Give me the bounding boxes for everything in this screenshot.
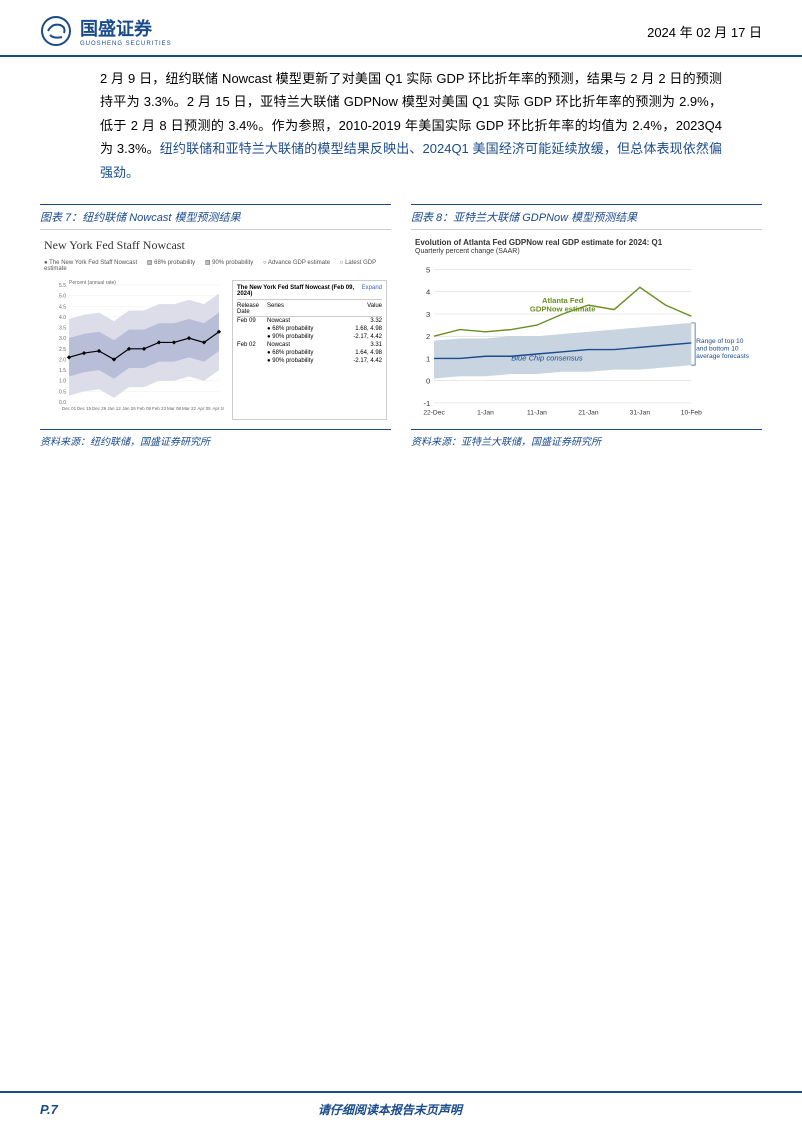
svg-text:Mar 22: Mar 22 <box>182 406 197 411</box>
chart8-heading: Evolution of Atlanta Fed GDPNow real GDP… <box>415 238 758 247</box>
charts-row: 图表 7：纽约联储 Nowcast 模型预测结果 New York Fed St… <box>0 204 802 451</box>
chart7-area: New York Fed Staff Nowcast ● The New Yor… <box>40 229 391 429</box>
svg-text:3.5: 3.5 <box>59 325 66 331</box>
svg-text:0.5: 0.5 <box>59 389 66 395</box>
svg-text:11-Jan: 11-Jan <box>527 409 547 416</box>
svg-text:5.0: 5.0 <box>59 294 66 300</box>
svg-text:1-Jan: 1-Jan <box>477 409 494 416</box>
expand-link[interactable]: Expand <box>362 285 382 291</box>
svg-text:Dec 01: Dec 01 <box>62 406 77 411</box>
svg-text:-1: -1 <box>423 399 430 408</box>
svg-text:2.0: 2.0 <box>59 357 66 363</box>
chart8-source: 资料来源：亚特兰大联储，国盛证券研究所 <box>411 429 762 451</box>
chart8-sub: Quarterly percent change (SAAR) <box>415 248 758 255</box>
svg-text:5: 5 <box>426 265 430 274</box>
svg-text:Jan 12: Jan 12 <box>107 406 121 411</box>
body-paragraph: 2 月 9 日，纽约联储 Nowcast 模型更新了对美国 Q1 实际 GDP … <box>0 57 802 204</box>
table-row: ● 68% probability1.64, 4.98 <box>237 349 382 357</box>
chart8-area: Evolution of Atlanta Fed GDPNow real GDP… <box>411 229 762 429</box>
svg-text:Apr 19: Apr 19 <box>212 406 224 411</box>
svg-text:Range of top 10and bottom 10av: Range of top 10and bottom 10average fore… <box>696 338 750 360</box>
svg-text:Apr 05: Apr 05 <box>197 406 211 411</box>
svg-text:4.0: 4.0 <box>59 315 66 321</box>
svg-text:4.5: 4.5 <box>59 304 66 310</box>
table-row: ● 68% probability1.68, 4.98 <box>237 325 382 333</box>
svg-text:Dec 15: Dec 15 <box>77 406 92 411</box>
table-row: Feb 09Nowcast3.32 <box>237 317 382 325</box>
svg-text:Jan 26: Jan 26 <box>122 406 136 411</box>
svg-text:5.5: 5.5 <box>59 283 66 289</box>
svg-text:3.0: 3.0 <box>59 336 66 342</box>
company-logo-icon <box>40 15 72 47</box>
chart8-plot: -1 0 1 2 3 4 5 22-Dec 1-Jan 11-Jan 21-Jan 31-Jan 10-… <box>415 261 758 421</box>
svg-text:3: 3 <box>426 310 430 319</box>
svg-text:2: 2 <box>426 332 430 341</box>
svg-text:Mar 08: Mar 08 <box>167 406 182 411</box>
page-header: 国盛证券 GUOSHENG SECURITIES 2024 年 02 月 17 … <box>0 0 802 57</box>
svg-text:Feb 23: Feb 23 <box>152 406 167 411</box>
chart8-title: 图表 8：亚特兰大联储 GDPNow 模型预测结果 <box>411 204 762 229</box>
page-footer: P.7 请仔细阅读本报告末页声明 <box>0 1091 802 1133</box>
svg-text:1.0: 1.0 <box>59 379 66 385</box>
chart7-legend: ● The New York Fed Staff Nowcast ▨ 68% p… <box>44 259 387 272</box>
chart7-source: 资料来源：纽约联储，国盛证券研究所 <box>40 429 391 451</box>
svg-text:2.5: 2.5 <box>59 347 66 353</box>
chart8-column: 图表 8：亚特兰大联储 GDPNow 模型预测结果 Evolution of A… <box>411 204 762 451</box>
table-row: ● 90% probability-2.17, 4.42 <box>237 357 382 365</box>
chart7-plot: 0.00.51.01.52.02.53.03.54.04.55.05.5Dec … <box>44 280 224 420</box>
chart7-heading: New York Fed Staff Nowcast <box>44 238 387 253</box>
svg-text:10-Feb: 10-Feb <box>681 409 702 416</box>
chart7-table-title: The New York Fed Staff Nowcast (Feb 09, … <box>237 285 382 300</box>
svg-text:1.5: 1.5 <box>59 368 66 374</box>
chart7-column: 图表 7：纽约联储 Nowcast 模型预测结果 New York Fed St… <box>40 204 391 451</box>
svg-text:31-Jan: 31-Jan <box>630 409 651 416</box>
company-sub: GUOSHENG SECURITIES <box>80 41 172 47</box>
chart7-title: 图表 7：纽约联储 Nowcast 模型预测结果 <box>40 204 391 229</box>
table-row: Feb 02Nowcast3.31 <box>237 341 382 349</box>
body-highlight-text: 纽约联储和亚特兰大联储的模型结果反映出、2024Q1 美国经济可能延续放缓，但总… <box>100 141 722 179</box>
table-header: Release Date Series Value <box>237 302 382 317</box>
svg-text:Feb 09: Feb 09 <box>137 406 152 411</box>
svg-text:Percent (annual rate): Percent (annual rate) <box>69 280 116 286</box>
report-date: 2024 年 02 月 17 日 <box>647 22 762 41</box>
chart7-table: Expand The New York Fed Staff Nowcast (F… <box>232 280 387 420</box>
table-row: ● 90% probability-2.17, 4.42 <box>237 333 382 341</box>
page-number: P.7 <box>40 1102 58 1117</box>
svg-text:21-Jan: 21-Jan <box>578 409 599 416</box>
svg-text:22-Dec: 22-Dec <box>423 409 445 416</box>
svg-text:Dec 29: Dec 29 <box>92 406 107 411</box>
legend-item: ○ Advance GDP estimate <box>263 260 330 266</box>
footer-disclaimer: 请仔细阅读本报告末页声明 <box>318 1101 462 1118</box>
svg-text:Atlanta FedGDPNow estimate: Atlanta FedGDPNow estimate <box>530 296 596 314</box>
svg-text:4: 4 <box>426 288 431 297</box>
svg-text:1: 1 <box>426 354 430 363</box>
legend-item: ▨ 68% probability <box>147 260 195 266</box>
legend-item: ▨ 90% probability <box>205 260 253 266</box>
svg-text:Blue Chip consensus: Blue Chip consensus <box>511 354 583 363</box>
company-name: 国盛证券 <box>80 15 172 41</box>
svg-text:0: 0 <box>426 377 430 386</box>
logo-area: 国盛证券 GUOSHENG SECURITIES <box>40 15 172 47</box>
